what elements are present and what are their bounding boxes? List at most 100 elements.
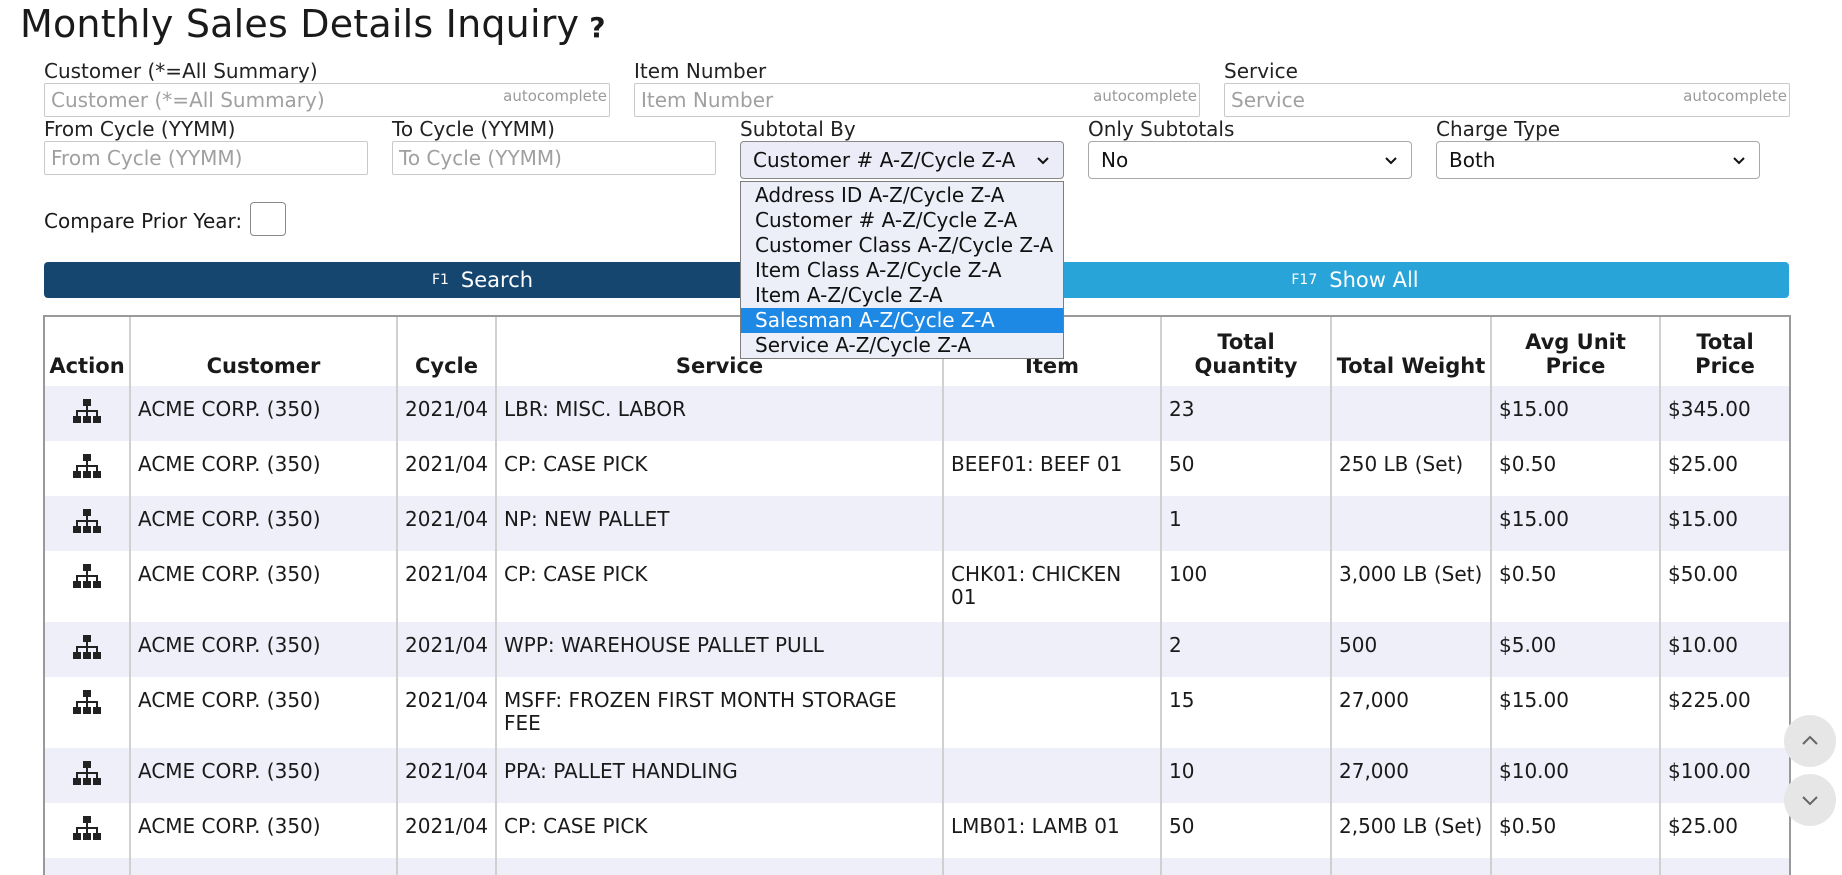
cell-total-quantity — [1161, 858, 1332, 875]
service-field: Service autocomplete — [1224, 60, 1790, 117]
col-header-action[interactable]: Action — [45, 317, 131, 386]
cell-action — [45, 803, 131, 858]
hierarchy-icon[interactable] — [72, 816, 102, 848]
cell-avg-unit-price: $15.00 — [1491, 677, 1661, 748]
customer-label: Customer (*=All Summary) — [44, 59, 318, 83]
cell-customer: ACME CORP. (350) — [130, 386, 398, 441]
col-header-total-quantity[interactable]: Total Quantity — [1161, 317, 1332, 386]
cell-avg-unit-price: $0.50 — [1491, 551, 1661, 622]
cell-item: CHK01: CHICKEN 01 — [943, 551, 1162, 622]
chevron-up-icon — [1802, 735, 1818, 745]
compare-prior-year-checkbox[interactable] — [250, 202, 286, 236]
cell-customer: ACME CORP. (350) — [130, 496, 398, 551]
subtotal-option[interactable]: Salesman A-Z/Cycle Z-A — [741, 308, 1063, 333]
chevron-down-icon — [1733, 157, 1745, 165]
table-row — [45, 858, 1789, 875]
subtotal-by-label: Subtotal By — [740, 117, 856, 141]
chevron-down-icon — [1802, 796, 1818, 806]
cell-cycle: 2021/04 — [397, 803, 497, 858]
hierarchy-icon[interactable] — [72, 690, 102, 722]
table-row: ACME CORP. (350) 2021/04 NP: NEW PALLET 1 $1… — [45, 496, 1789, 551]
cell-total-price: $10.00 — [1668, 633, 1738, 657]
from-cycle-field: From Cycle (YYMM) — [44, 118, 368, 175]
cell-item — [943, 496, 1162, 551]
subtotal-option[interactable]: Address ID A-Z/Cycle Z-A — [755, 183, 1005, 207]
subtotal-option[interactable]: Customer # A-Z/Cycle Z-A — [755, 208, 1018, 232]
compare-prior-year-label: Compare Prior Year: — [44, 209, 243, 233]
col-header-cycle[interactable]: Cycle — [397, 317, 497, 386]
cell-service: CP: CASE PICK — [496, 803, 944, 858]
cell-action — [45, 622, 131, 677]
hierarchy-icon[interactable] — [72, 761, 102, 793]
cell-total-price — [1660, 858, 1789, 875]
cell-avg-unit-price: $5.00 — [1491, 622, 1661, 677]
hierarchy-icon[interactable] — [72, 454, 102, 486]
cell-cycle: 2021/04 — [397, 622, 497, 677]
charge-type-select[interactable]: Both — [1436, 141, 1760, 179]
subtotal-option[interactable]: Service A-Z/Cycle Z-A — [755, 333, 971, 357]
cell-total-weight: 250 LB (Set) — [1331, 441, 1492, 496]
search-button-label: Search — [460, 268, 534, 292]
scroll-down-button[interactable] — [1784, 774, 1836, 826]
hierarchy-icon[interactable] — [72, 635, 102, 667]
col-header-total-weight[interactable]: Total Weight — [1331, 317, 1492, 386]
cell-total-quantity: 15 — [1161, 677, 1332, 748]
customer-input[interactable] — [44, 83, 610, 117]
customer-field: Customer (*=All Summary) autocomplete — [44, 60, 610, 117]
hierarchy-icon[interactable] — [72, 399, 102, 431]
hierarchy-icon[interactable] — [72, 509, 102, 541]
col-header-customer[interactable]: Customer — [130, 317, 398, 386]
cell-total-quantity: 50 — [1161, 803, 1332, 858]
to-cycle-label: To Cycle (YYMM) — [392, 117, 555, 141]
to-cycle-field: To Cycle (YYMM) — [392, 118, 716, 175]
only-subtotals-select[interactable]: No — [1088, 141, 1412, 179]
cell-total-price: $225.00 — [1668, 688, 1751, 712]
cell-service: NP: NEW PALLET — [496, 496, 944, 551]
cell-item — [943, 858, 1162, 875]
help-icon[interactable]: ? — [589, 11, 606, 44]
cell-cycle: 2021/04 — [397, 677, 497, 748]
cell-action — [45, 551, 131, 622]
cell-total-quantity: 2 — [1161, 622, 1332, 677]
item-number-label: Item Number — [634, 59, 767, 83]
service-input[interactable] — [1224, 83, 1790, 117]
table-row: ACME CORP. (350) 2021/04 CP: CASE PICK BEEF… — [45, 441, 1789, 496]
cell-customer: ACME CORP. (350) — [130, 803, 398, 858]
hierarchy-icon[interactable] — [72, 564, 102, 596]
subtotal-by-select[interactable]: Customer # A-Z/Cycle Z-A — [740, 141, 1064, 179]
search-key-hint: F1 — [431, 272, 449, 288]
results-table-container: Action Customer Cycle Service Item Total… — [43, 315, 1791, 875]
subtotal-option[interactable]: Item A-Z/Cycle Z-A — [755, 283, 943, 307]
table-row: ACME CORP. (350) 2021/04 LBR: MISC. LABOR 2… — [45, 386, 1789, 441]
cell-total-quantity: 100 — [1161, 551, 1332, 622]
cell-customer — [130, 858, 398, 875]
scroll-up-button[interactable] — [1784, 715, 1836, 767]
table-row: ACME CORP. (350) 2021/04 WPP: WAREHOUSE PA… — [45, 622, 1789, 677]
to-cycle-input[interactable] — [392, 141, 716, 175]
cell-total-price: $50.00 — [1668, 562, 1738, 586]
cell-service: CP: CASE PICK — [496, 551, 944, 622]
cell-total-quantity: 23 — [1161, 386, 1332, 441]
item-number-input[interactable] — [634, 83, 1200, 117]
col-header-avg-unit-price[interactable]: Avg Unit Price — [1491, 317, 1661, 386]
cell-avg-unit-price: $0.50 — [1491, 803, 1661, 858]
cell-action — [45, 496, 131, 551]
subtotal-option[interactable]: Item Class A-Z/Cycle Z-A — [755, 258, 1002, 282]
from-cycle-input[interactable] — [44, 141, 368, 175]
table-row: ACME CORP. (350) 2021/04 CP: CASE PICK CHK0… — [45, 551, 1789, 622]
table-row: ACME CORP. (350) 2021/04 PPA: PALLET HANDL… — [45, 748, 1789, 803]
cell-total-quantity: 1 — [1161, 496, 1332, 551]
charge-type-label: Charge Type — [1436, 117, 1561, 141]
from-cycle-label: From Cycle (YYMM) — [44, 117, 236, 141]
cell-item — [943, 748, 1162, 803]
cell-customer: ACME CORP. (350) — [130, 622, 398, 677]
show-all-button[interactable]: F17 Show All — [921, 262, 1789, 298]
cell-cycle — [397, 858, 497, 875]
cell-total-weight: 27,000 — [1331, 677, 1492, 748]
cell-avg-unit-price: $15.00 — [1491, 386, 1661, 441]
col-header-total-price[interactable]: Total Price — [1695, 330, 1755, 378]
subtotal-option[interactable]: Customer Class A-Z/Cycle Z-A — [755, 233, 1054, 257]
only-subtotals-value: No — [1101, 148, 1129, 172]
cell-item — [943, 622, 1162, 677]
cell-avg-unit-price — [1491, 858, 1661, 875]
